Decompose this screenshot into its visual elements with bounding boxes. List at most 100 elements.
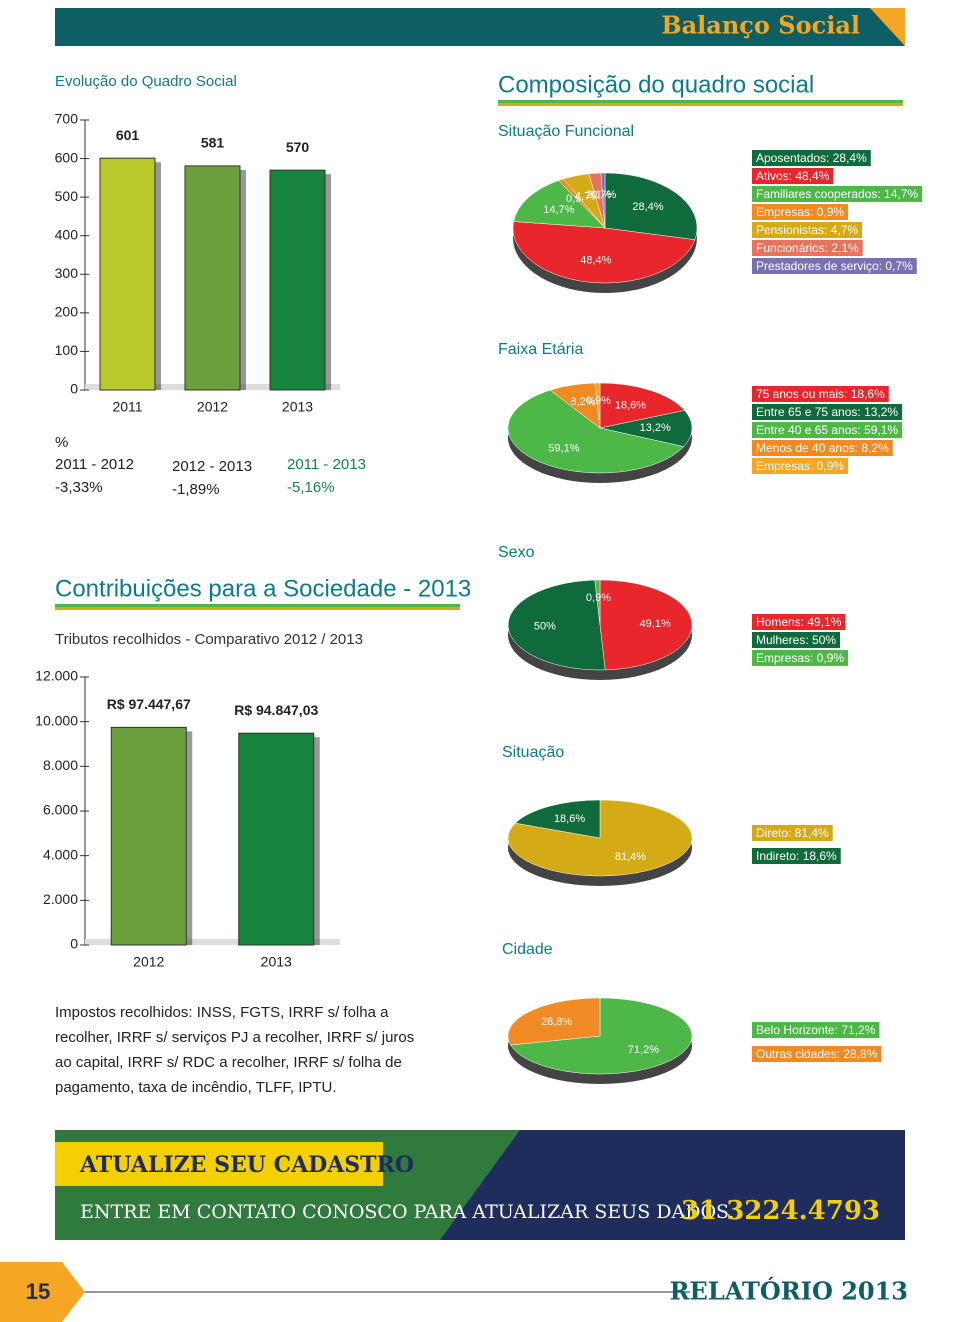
legend-label: Belo Horizonte: 71,2% [756, 1023, 876, 1037]
bar-side [240, 169, 246, 390]
legend-label: Empresas: 0,9% [756, 459, 844, 473]
legend-label: Homens: 49,1% [756, 615, 842, 629]
legend-label: Menos de 40 anos: 8,2% [756, 441, 889, 455]
legend-swatch [752, 240, 863, 256]
y-tick-label: 200 [55, 304, 79, 320]
chart-title: Situação [502, 744, 564, 761]
variation-change: -3,33% [55, 479, 103, 496]
x-tick-label: 2012 [197, 399, 228, 415]
legend-swatch [752, 1022, 880, 1038]
legend-swatch [752, 258, 917, 274]
variation-period: 2012 - 2013 [172, 458, 252, 475]
value-label: R$ 97.447,67 [107, 696, 191, 712]
y-tick-label: 0 [70, 936, 78, 952]
page-tag [0, 1262, 85, 1322]
legend-label: Pensionistas: 4,7% [756, 223, 858, 237]
slice-label: 81,4% [615, 851, 646, 863]
slice-label: 50% [534, 620, 556, 632]
bar [184, 165, 241, 391]
slice-label: 2,1% [586, 189, 611, 201]
legend-swatch [752, 632, 841, 648]
pie-slice [599, 579, 693, 671]
legend-label: Indireto: 18,6% [756, 849, 837, 863]
slice-label: 28,8% [541, 1016, 572, 1028]
y-tick-label: 10.000 [35, 712, 78, 728]
legend-label: Prestadores de serviço: 0,7% [756, 259, 913, 273]
legend-label: Entre 40 e 65 anos: 59,1% [756, 423, 898, 437]
slice-label: 18,6% [554, 813, 585, 825]
rule [498, 103, 903, 106]
legend-label: Mulheres: 50% [756, 633, 836, 647]
slice-label: 49,1% [640, 618, 671, 630]
slice-label: 0,7% [591, 189, 616, 201]
banner-text: ENTRE EM CONTATO CONOSCO PARA ATUALIZAR … [80, 1201, 734, 1223]
rule [55, 607, 460, 610]
y-tick-label: 2.000 [43, 891, 78, 907]
legend-label: Entre 65 e 75 anos: 13,2% [756, 405, 898, 419]
header-bar [55, 8, 905, 46]
legend-swatch [752, 168, 834, 184]
slice-label: 8,2% [570, 396, 595, 408]
slice-label: 18,6% [615, 399, 646, 411]
y-tick-label: 4.000 [43, 846, 78, 862]
slice-label: 28,4% [632, 201, 663, 213]
section-title: Composição do quadro social [498, 71, 814, 98]
legend-swatch [752, 848, 841, 864]
value-label: 570 [286, 139, 310, 155]
pie-slice [599, 382, 686, 429]
banner-title: ATUALIZE SEU CADASTRO [79, 1152, 414, 1178]
legend-swatch [752, 150, 871, 166]
value-label: 601 [116, 127, 140, 143]
y-tick-label: 600 [55, 149, 79, 165]
y-tick-label: 12.000 [35, 668, 78, 684]
section-title: Contribuições para a Sociedade - 2013 [55, 575, 471, 602]
header-title: Balanço Social [661, 11, 860, 40]
bar [99, 157, 156, 391]
legend-label: Empresas: 0,9% [756, 205, 844, 219]
legend-swatch [752, 458, 849, 474]
bar-side [313, 737, 320, 945]
pie-slice [510, 997, 693, 1075]
pie-slice [513, 180, 606, 229]
value-label: R$ 94.847,03 [234, 702, 318, 718]
legend-label: Ativos: 48,4% [756, 169, 830, 183]
y-tick-label: 400 [55, 226, 79, 242]
legend-swatch [752, 650, 849, 666]
x-tick-label: 2012 [133, 954, 164, 970]
y-tick-label: 500 [55, 188, 79, 204]
note: Impostos recolhidos: INSS, FGTS, IRRF s/… [55, 1004, 415, 1096]
variation-change: -5,16% [287, 479, 335, 496]
legend-swatch [752, 386, 889, 402]
legend-label: Aposentados: 28,4% [756, 151, 867, 165]
slice-label: 48,4% [580, 254, 611, 266]
x-tick-label: 2013 [282, 399, 313, 415]
slice-label: 0,9% [586, 395, 611, 407]
banner-title-box [55, 1142, 383, 1186]
x-tick-label: 2013 [261, 954, 292, 970]
chart-title: Sexo [498, 544, 535, 561]
pie-slice [507, 389, 685, 474]
legend-swatch [752, 825, 833, 841]
slice-label: 59,1% [548, 442, 579, 454]
pie-slice [594, 579, 601, 626]
chart-title: Cidade [502, 941, 553, 958]
bar-side [325, 174, 331, 390]
legend-label: Direto: 81,4% [756, 826, 829, 840]
pie-slice [604, 172, 698, 241]
x-tick-label: 2011 [112, 399, 142, 415]
legend-swatch [752, 222, 863, 238]
legend-swatch [752, 440, 893, 456]
y-tick-label: 0 [70, 381, 78, 397]
bar [269, 169, 326, 391]
pie-slice [599, 410, 693, 447]
bar [110, 726, 187, 946]
banner-phone: 31 3224.4793 [681, 1196, 880, 1226]
slice-label: 71,2% [628, 1044, 659, 1056]
bar [238, 732, 315, 946]
bar-side [155, 162, 161, 390]
y-tick-label: 6.000 [43, 802, 78, 818]
value-label: 581 [201, 135, 225, 151]
pie-slice [507, 997, 601, 1046]
legend-label: Outras cidades: 28,8% [756, 1047, 878, 1061]
